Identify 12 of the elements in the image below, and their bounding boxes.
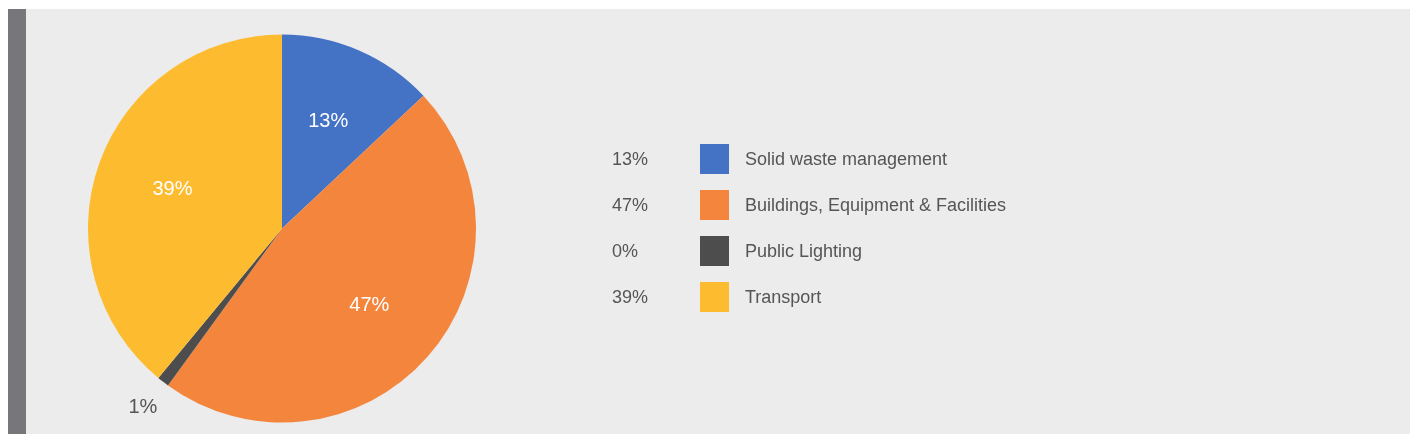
text: 39%	[612, 286, 649, 308]
legend-label: Buildings, Equipment & Facilities	[745, 194, 1007, 216]
data-label: 47%	[349, 292, 390, 315]
text: 47%	[612, 194, 649, 216]
legend-label: Solid waste management	[745, 148, 948, 170]
data-label: 39%	[152, 176, 193, 199]
legend-label: Public Lighting	[745, 240, 863, 262]
data-label: 1%	[128, 395, 158, 418]
data-label: 13%	[308, 109, 349, 132]
text: 0%	[612, 240, 639, 262]
legend-label: Transport	[745, 286, 822, 308]
text: 13%	[612, 148, 649, 170]
